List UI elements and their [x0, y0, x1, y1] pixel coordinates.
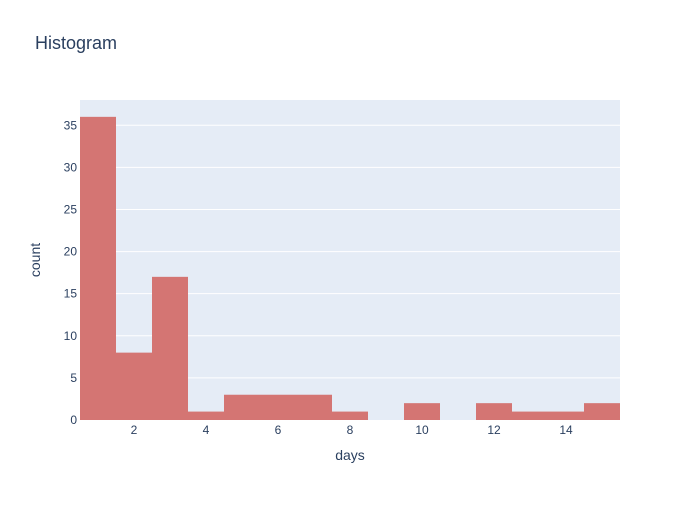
y-tick-label: 20: [64, 245, 78, 259]
histogram-bar-5: [260, 394, 296, 420]
y-axis-ticks: 0 5 10 15 20 25 30 35: [64, 118, 78, 427]
histogram-bar-13: [548, 411, 584, 420]
x-tick-label: 14: [559, 423, 573, 437]
histogram-bar-6: [296, 394, 332, 420]
x-axis-label: days: [335, 447, 365, 463]
x-tick-label: 4: [203, 423, 210, 437]
histogram-bar-9: [404, 403, 440, 420]
x-tick-label: 12: [487, 423, 501, 437]
y-tick-label: 35: [64, 118, 78, 132]
histogram-bar-11: [476, 403, 512, 420]
y-tick-label: 5: [70, 371, 77, 385]
x-tick-label: 2: [131, 423, 138, 437]
chart-title: Histogram: [35, 33, 118, 53]
histogram-bar-1: [116, 352, 152, 420]
histogram-bar-3: [188, 411, 224, 420]
histogram-bar-7: [332, 411, 368, 420]
x-tick-label: 8: [347, 423, 354, 437]
x-axis-ticks: 2 4 6 8 10 12 14: [131, 423, 573, 437]
y-tick-label: 30: [64, 160, 78, 174]
histogram-bar-4: [224, 394, 260, 420]
bars: [80, 116, 620, 420]
histogram-bar-12: [512, 411, 548, 420]
y-tick-label: 10: [64, 329, 78, 343]
histogram-bar-14: [584, 403, 620, 420]
y-tick-label: 15: [64, 287, 78, 301]
y-tick-label: 25: [64, 202, 78, 216]
x-tick-label: 10: [415, 423, 429, 437]
histogram-bar-0: [80, 116, 116, 420]
y-axis-label: count: [27, 243, 43, 277]
x-tick-label: 6: [275, 423, 282, 437]
histogram-bar-2: [152, 276, 188, 420]
y-tick-label: 0: [70, 413, 77, 427]
